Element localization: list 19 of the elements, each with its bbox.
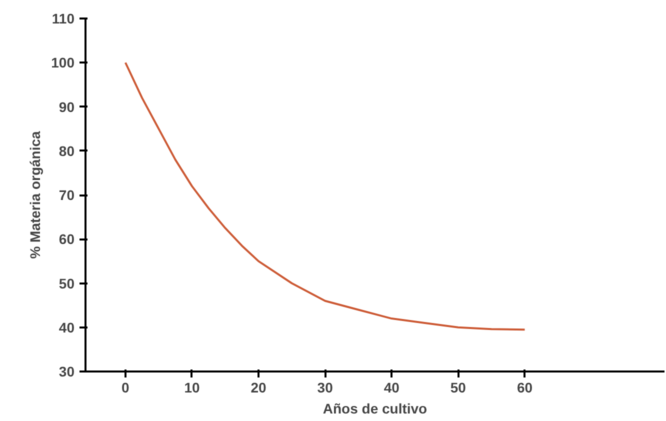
x-tick-label: 0	[122, 380, 130, 396]
y-tick-label: 60	[58, 231, 75, 248]
y-tick-label: 90	[58, 98, 75, 115]
y-tick-label: 100	[51, 54, 75, 71]
x-tick-label: 50	[450, 380, 466, 396]
x-tick-label: 60	[516, 380, 533, 396]
y-tick-label: 70	[58, 187, 75, 203]
y-tick-label: 80	[58, 142, 75, 159]
line-series	[124, 62, 526, 331]
x-tick-label: 10	[184, 380, 200, 396]
y-tick-label: 50	[58, 275, 75, 292]
x-tick-label: 20	[250, 380, 267, 396]
y-tick-label: 40	[58, 319, 75, 336]
y-tick-label: 30	[58, 364, 75, 380]
y-tick-label: 110	[52, 10, 75, 26]
x-tick-label: 30	[317, 380, 334, 396]
y-axis-title: % Materia orgánica	[27, 130, 44, 259]
x-axis-title: Años de cultivo	[322, 400, 428, 416]
x-tick-label: 40	[384, 380, 400, 396]
